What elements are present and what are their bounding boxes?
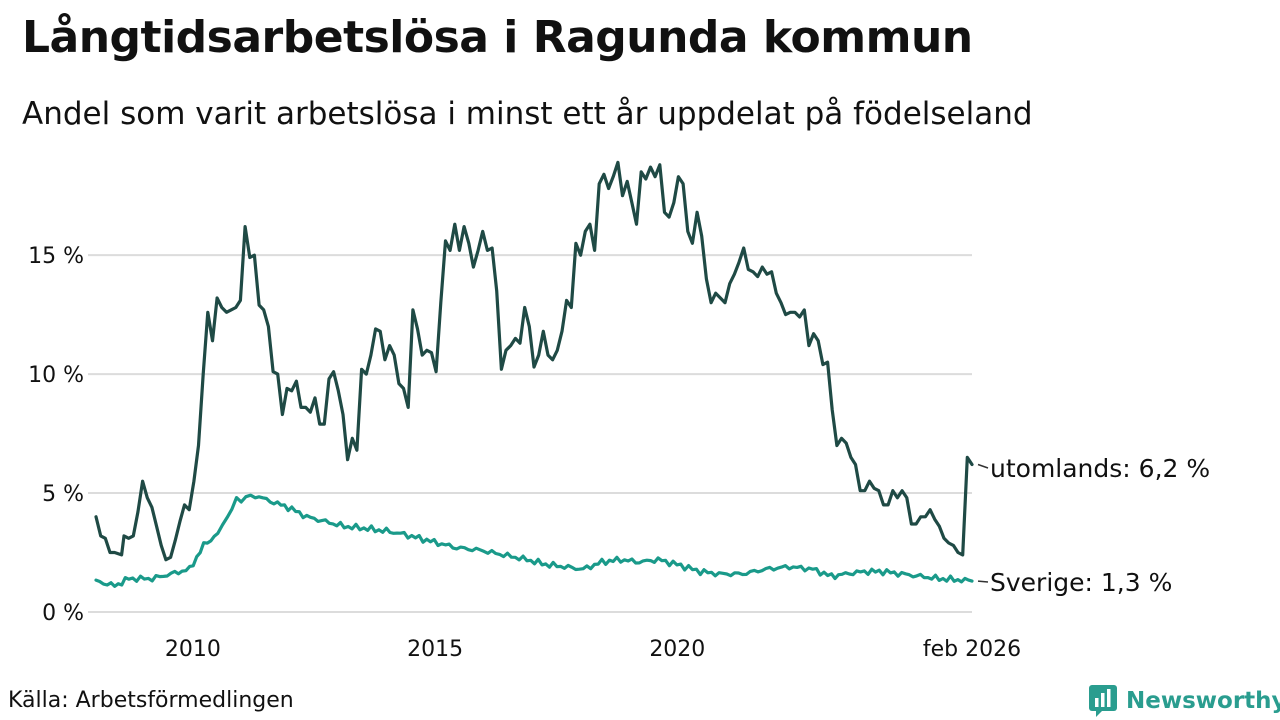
x-tick-label: 2020 — [649, 637, 705, 662]
x-tick-label: 2010 — [165, 637, 221, 662]
page-subtitle: Andel som varit arbetslösa i minst ett å… — [22, 96, 1033, 132]
end-label-sverige-leader — [977, 580, 989, 583]
end-label-utomlands-leader — [977, 463, 989, 469]
end-label-utomlands: utomlands: 6,2 % — [990, 454, 1210, 483]
y-tick-label: 0 % — [42, 601, 84, 626]
x-tick-label: 2015 — [407, 637, 463, 662]
page-title: Långtidsarbetslösa i Ragunda kommun — [22, 12, 973, 63]
series-line-utomlands — [94, 160, 974, 562]
y-tick-label: 10 % — [28, 363, 84, 388]
y-tick-label: 5 % — [42, 482, 84, 507]
brand-logo: Newsworthy — [1088, 684, 1280, 718]
newsworthy-logo-icon — [1089, 685, 1117, 717]
source-note: Källa: Arbetsförmedlingen — [8, 688, 294, 713]
x-tick-label: feb 2026 — [923, 637, 1021, 662]
end-label-sverige: Sverige: 1,3 % — [990, 568, 1172, 597]
brand-name: Newsworthy — [1126, 688, 1280, 714]
y-tick-label: 15 % — [28, 244, 84, 269]
series-line-sverige — [94, 493, 974, 588]
